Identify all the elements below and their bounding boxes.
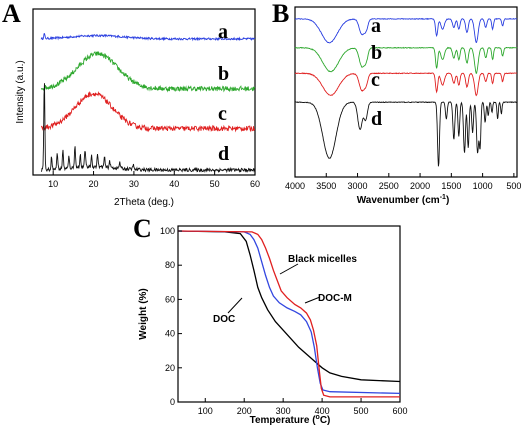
x-tick-label: 1500 [441,181,461,191]
annotation-doc: DOC [213,314,235,325]
xrd-curve-a [40,32,256,42]
annotation-black-micelles: Black micelles [288,254,357,265]
y-tick-label: 60 [165,294,175,304]
curve-label-d: d [218,143,229,165]
panel-a-x-label: 2Theta (deg.) [114,197,174,208]
panel-b-frame [294,6,518,178]
xrd-curve-c [40,91,255,133]
y-tick-label: 0 [170,397,175,407]
y-tick-label: 40 [165,329,175,339]
panel-a-curves [40,32,256,174]
x-tick-label: 40 [169,179,179,189]
x-tick-label: 60 [250,179,260,189]
curve-label-b: b [218,63,229,85]
ftir-curve-c [294,72,518,97]
panel-b-x-label-sup: -1 [440,194,446,201]
x-tick-label: 500 [354,406,369,416]
panel-a-xrd: A 10 20 30 40 50 60 a b c d 2Theta (deg.) Int… [2,0,260,208]
panel-c-letter: C [133,214,152,243]
panel-a-y-label: Intensity (a.u.) [15,60,26,123]
panel-c-frame [177,225,401,403]
ftir-curve-d [295,101,517,167]
x-tick-label: 20 [89,179,99,189]
annotation-doc-pointer [227,297,243,314]
panel-b-curves [294,17,518,167]
panel-c-ticks: 100 200 300 400 500 600 0 20 40 60 80 100 [160,226,408,416]
x-tick-label: 200 [237,406,252,416]
ftir-curve-a [294,17,518,44]
panel-c-x-label-main: Temperature ( [250,415,317,426]
ftir-curve-b [294,46,518,74]
x-tick-label: 10 [48,179,58,189]
y-tick-label: 20 [165,363,175,373]
curve-label-a: a [218,21,228,43]
panel-c-x-label: Temperature (oC) [250,414,331,426]
x-tick-label: 500 [506,181,521,191]
panel-c-x-label-end: C) [320,415,331,426]
panel-b-ftir: B 4000 3500 3000 2500 2000 1500 1000 500 a b c … [272,0,521,206]
x-tick-label: 400 [315,406,330,416]
panel-b-x-label-end: ) [446,195,449,206]
curve-label-c: c [218,103,227,125]
x-tick-label: 30 [129,179,139,189]
y-tick-label: 100 [160,226,175,236]
tga-curve-doc-m [177,230,401,395]
y-tick-label: 80 [165,260,175,270]
panel-c-tga: C 100 200 300 400 500 600 0 20 40 60 80 100 Black m… [133,214,408,426]
annotation-doc-m: DOC-M [318,293,352,304]
xrd-curve-b [40,51,256,93]
curve-label-a-ftir: a [371,15,381,37]
x-tick-label: 600 [392,406,407,416]
annotation-black-micelles-pointer [279,263,299,275]
panel-c-y-label: Weight (%) [138,288,149,339]
x-tick-label: 3000 [348,181,368,191]
panel-b-x-label-main: Wavenumber (cm [357,195,440,206]
x-tick-label: 3500 [316,181,336,191]
curve-label-c-ftir: c [371,69,380,91]
xrd-curve-d [41,83,256,174]
panel-c-x-label-deg: o [316,414,320,421]
panel-c-curves [177,230,401,398]
annotation-doc-m-pointer [304,296,321,304]
panel-b-letter: B [272,0,289,28]
curve-label-d-ftir: d [371,108,382,130]
panel-b-x-ticks: 4000 3500 3000 2500 2000 1500 1000 500 [285,173,521,191]
panel-a-x-ticks: 10 20 30 40 50 60 [48,171,260,189]
x-tick-label: 300 [276,406,291,416]
x-tick-label: 50 [210,179,220,189]
panel-b-x-label: Wavenumber (cm-1) [357,194,450,206]
x-tick-label: 4000 [285,181,305,191]
panel-a-letter: A [2,0,21,28]
x-tick-label: 100 [198,406,213,416]
x-tick-label: 2000 [410,181,430,191]
x-tick-label: 1000 [473,181,493,191]
panel-a-frame [32,8,256,176]
curve-label-b-ftir: b [371,42,382,64]
x-tick-label: 2500 [379,181,399,191]
tga-curve-black-micelles [177,230,400,398]
tga-curve-doc [177,230,401,383]
